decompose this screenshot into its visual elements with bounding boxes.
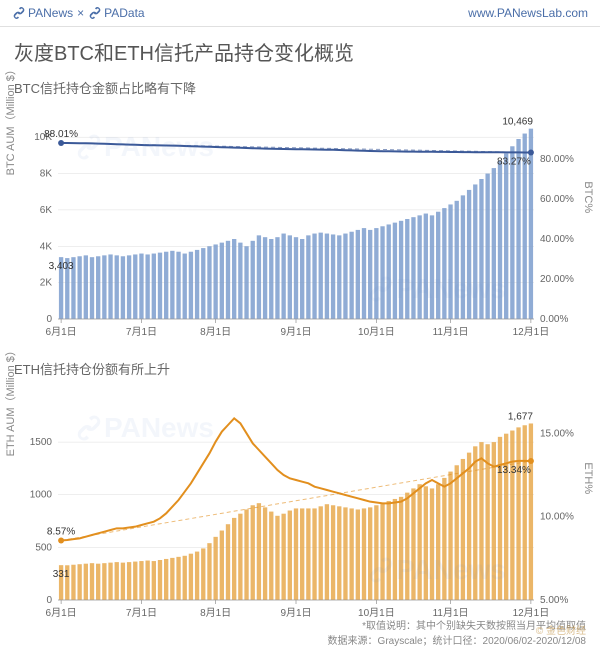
svg-text:8K: 8K — [40, 169, 53, 180]
svg-text:5.00%: 5.00% — [540, 595, 568, 606]
svg-text:2K: 2K — [40, 278, 53, 289]
svg-text:6月1日: 6月1日 — [46, 607, 77, 619]
svg-text:40.00%: 40.00% — [540, 234, 574, 245]
svg-text:8月1日: 8月1日 — [200, 326, 231, 338]
svg-text:9月1日: 9月1日 — [280, 607, 311, 619]
btc-y-label: BTC AUM（Million $） — [2, 64, 18, 175]
brand-padata: PAData — [88, 6, 144, 20]
svg-text:11月1日: 11月1日 — [433, 607, 469, 619]
svg-text:10.00%: 10.00% — [540, 512, 574, 523]
brand2-text: PAData — [104, 6, 144, 20]
svg-text:60.00%: 60.00% — [540, 194, 574, 205]
svg-text:10月1日: 10月1日 — [358, 607, 395, 619]
eth-y-label: ETH AUM（Million $） — [2, 345, 18, 456]
svg-text:0.00%: 0.00% — [540, 314, 568, 325]
svg-text:88.01%: 88.01% — [44, 129, 78, 140]
btc-y2-label: BTC% — [582, 181, 594, 213]
svg-text:1500: 1500 — [30, 437, 53, 448]
header-brands: PANews × PAData — [12, 6, 145, 20]
btc-chart-svg: 02K4K6K8K10K0.00%20.00%40.00%60.00%80.00… — [14, 101, 586, 345]
link-icon — [12, 6, 26, 20]
svg-text:6月1日: 6月1日 — [46, 326, 77, 338]
brand-panews: PANews — [12, 6, 73, 20]
svg-text:3,403: 3,403 — [49, 261, 74, 272]
svg-text:13.34%: 13.34% — [497, 465, 531, 476]
svg-text:20.00%: 20.00% — [540, 274, 574, 285]
svg-text:1000: 1000 — [30, 490, 53, 501]
page-title: 灰度BTC和ETH信托产品持仓变化概览 — [0, 27, 600, 72]
svg-text:4K: 4K — [40, 241, 53, 252]
eth-y2-label: ETH% — [582, 462, 594, 494]
link-icon — [88, 6, 102, 20]
eth-chart: ETH AUM（Million $） ETH% PANews PANews 05… — [14, 382, 586, 626]
svg-text:80.00%: 80.00% — [540, 154, 574, 165]
btc-subtitle: BTC信托持仓金额占比略有下降 — [0, 72, 600, 101]
svg-text:0: 0 — [46, 314, 52, 325]
svg-text:10,469: 10,469 — [502, 117, 533, 128]
svg-text:1,677: 1,677 — [508, 411, 533, 422]
svg-text:12月1日: 12月1日 — [513, 326, 550, 338]
eth-subtitle: ETH信托持仓份额有所上升 — [0, 353, 600, 382]
svg-text:6K: 6K — [40, 205, 53, 216]
svg-text:15.00%: 15.00% — [540, 428, 574, 439]
svg-text:8月1日: 8月1日 — [200, 607, 231, 619]
svg-text:10月1日: 10月1日 — [358, 326, 395, 338]
corner-badge: © 金色财经 — [536, 622, 586, 637]
svg-text:0: 0 — [46, 595, 52, 606]
svg-text:12月1日: 12月1日 — [513, 607, 550, 619]
eth-chart-svg: 0 500 1000 1500 5.00% 10.00% 15.00% 8.57% 13.34%… — [14, 382, 586, 626]
svg-text:500: 500 — [35, 542, 52, 553]
svg-text:9月1日: 9月1日 — [280, 326, 311, 338]
header: PANews × PAData www.PANewsLab.com — [0, 0, 600, 27]
btc-chart: BTC AUM（Million $） BTC% PANews PANews 02… — [14, 101, 586, 345]
svg-text:7月1日: 7月1日 — [126, 607, 157, 619]
svg-text:8.57%: 8.57% — [47, 527, 75, 538]
svg-text:83.27%: 83.27% — [497, 156, 531, 167]
header-url[interactable]: www.PANewsLab.com — [468, 6, 588, 20]
svg-text:7月1日: 7月1日 — [126, 326, 157, 338]
brand1-text: PANews — [28, 6, 73, 20]
svg-text:331: 331 — [53, 569, 70, 580]
brand-separator: × — [77, 6, 84, 20]
svg-text:11月1日: 11月1日 — [433, 326, 469, 338]
